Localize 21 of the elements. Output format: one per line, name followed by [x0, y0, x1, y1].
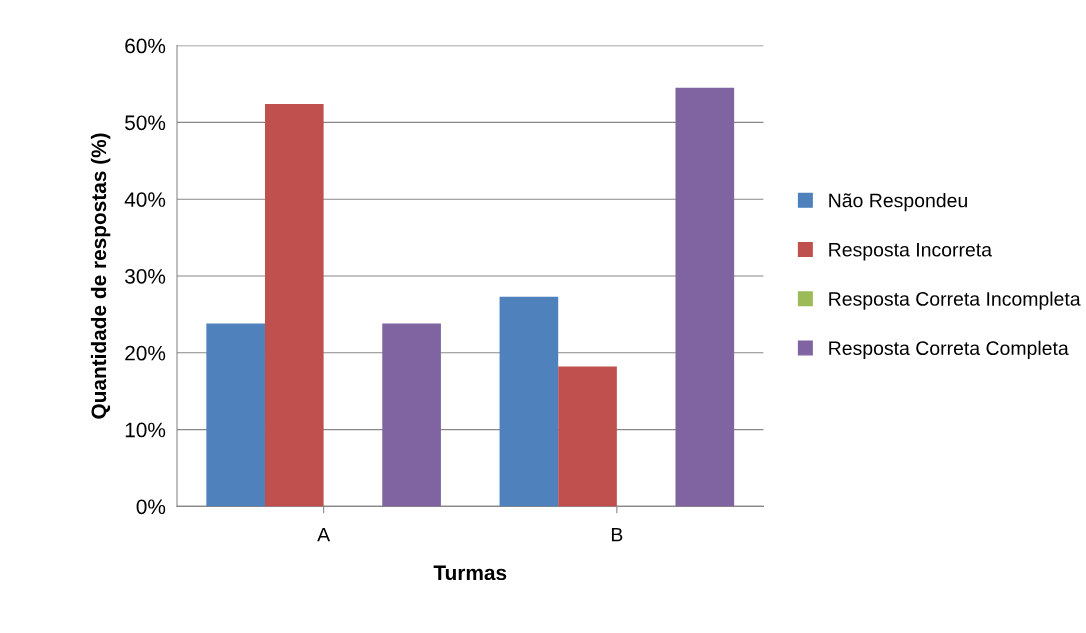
y-tick-label: 50%	[125, 115, 166, 131]
x-axis-title: Turmas	[433, 565, 507, 581]
bar	[499, 296, 559, 507]
y-tick-label: 60%	[125, 38, 166, 54]
bar	[382, 323, 441, 507]
legend-label: Resposta Correta Completa	[829, 340, 1069, 359]
legend-label: Resposta Incorreta	[829, 243, 992, 261]
y-tick-label: 0%	[136, 499, 166, 515]
bar	[675, 87, 735, 507]
bar	[264, 103, 324, 507]
y-tick-label: 30%	[125, 268, 166, 284]
y-tick-label: 20%	[125, 345, 166, 361]
legend-label: Resposta Correta Incompleta	[829, 291, 1081, 310]
bar	[206, 323, 265, 507]
x-tick-label: B	[611, 527, 623, 542]
x-tick-label: A	[317, 527, 331, 542]
y-tick-label: 10%	[125, 422, 166, 438]
legend-label: Não Respondeu	[829, 193, 967, 212]
y-tick-label: 40%	[124, 192, 166, 207]
y-axis-title: Quantidade de respostas (%)	[90, 133, 111, 419]
bar	[558, 366, 617, 507]
